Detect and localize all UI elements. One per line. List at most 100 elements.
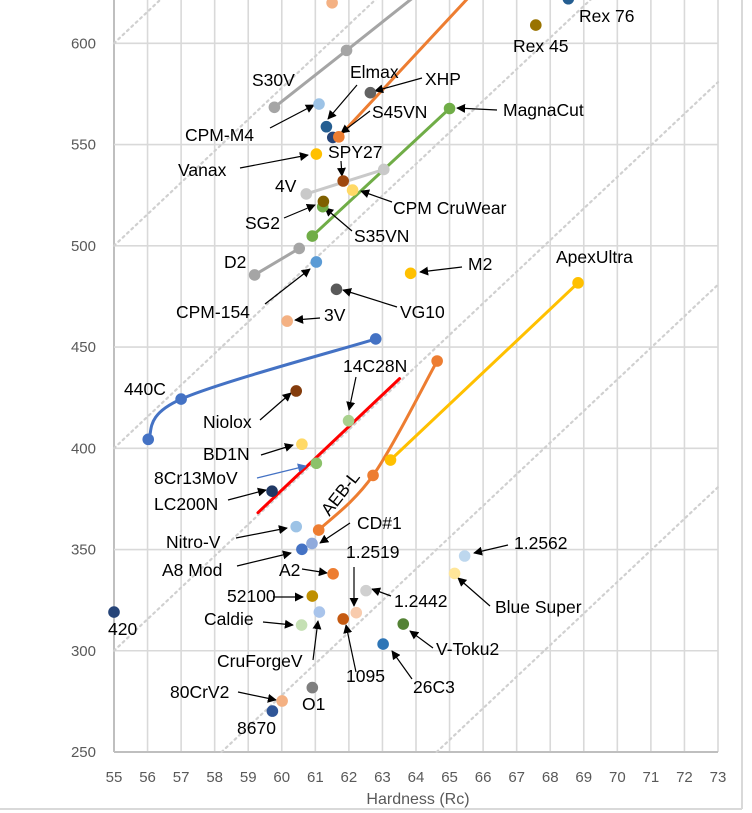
point-label: 1095 [346, 666, 385, 686]
annotation-arrow [360, 189, 393, 203]
y-tick-label: 550 [71, 137, 96, 154]
point-label: CPM CruWear [393, 198, 507, 218]
point-label: A2 [279, 560, 300, 580]
annotation-arrow [227, 487, 267, 501]
x-tick-label: 60 [273, 769, 290, 786]
annotation-arrow [283, 203, 316, 219]
point-label: M2 [468, 254, 492, 274]
x-tick-label: 71 [643, 769, 660, 786]
annotation-arrow [336, 160, 346, 177]
point-labels: Rex 76 Rex 45 S30V CPM-M4 Elmax XHP S45VN Magna… [108, 6, 634, 738]
x-tick-label: 73 [710, 769, 727, 786]
point-label: S30V [252, 70, 295, 90]
point-label: Rex 76 [579, 6, 634, 26]
data-point [306, 590, 319, 602]
annotation-arrow [346, 376, 357, 411]
annotation-arrow [260, 443, 294, 456]
y-tick-label: 600 [71, 35, 96, 52]
point-label: Caldie [204, 609, 254, 629]
point-label: Elmax [350, 62, 399, 82]
data-point [443, 102, 456, 115]
series-line [388, 281, 580, 462]
annotation-arrow [457, 577, 491, 607]
point-label: CruForgeV [217, 651, 303, 671]
data-point [310, 256, 323, 268]
data-point [384, 454, 397, 466]
annotation-arrow [473, 544, 509, 556]
annotation-arrow [324, 207, 353, 232]
annotation-arrow [264, 268, 311, 305]
point-label: Vanax [178, 160, 227, 180]
y-tick-label: 450 [71, 339, 96, 356]
point-label: A8 Mod [162, 560, 222, 580]
data-point [266, 485, 278, 497]
x-tick-label: 61 [307, 769, 324, 786]
data-point [346, 184, 359, 196]
x-tick-label: 63 [374, 769, 391, 786]
point-label: VG10 [400, 302, 445, 322]
point-label: S45VN [372, 102, 427, 122]
data-point [296, 438, 308, 451]
data-point [367, 469, 379, 482]
x-tick-label: 68 [542, 769, 559, 786]
annotation-arrow [374, 77, 423, 94]
data-point [320, 120, 333, 133]
y-tick-label: 300 [71, 643, 96, 660]
point-label: 80CrV2 [170, 682, 229, 702]
point-label: Rex 45 [513, 36, 568, 56]
point-label: ApexUltra [556, 247, 633, 267]
point-label: Blue Super [495, 597, 582, 617]
series-line [146, 337, 378, 441]
annotation-arrow [319, 522, 351, 544]
series-line [256, 377, 402, 515]
data-point [108, 606, 120, 618]
x-tick-label: 55 [106, 769, 123, 786]
data-point [290, 385, 303, 397]
point-label: MagnaCut [503, 100, 584, 120]
data-point [572, 277, 584, 289]
data-point [340, 44, 353, 57]
data-point [310, 457, 323, 470]
point-label: SPY27 [328, 142, 382, 162]
y-axis-ticks: 250 300 350 400 450 500 550 600 [71, 35, 96, 761]
annotation-arrow [340, 110, 371, 134]
point-label: 440C [124, 379, 166, 399]
point-label: 420 [108, 619, 137, 639]
data-point [142, 433, 155, 446]
data-point [276, 695, 288, 707]
data-point [397, 618, 410, 630]
data-point [337, 175, 349, 187]
annotation-arrow [236, 550, 292, 567]
x-tick-label: 59 [240, 769, 257, 786]
point-label: 8670 [237, 718, 276, 738]
data-point [290, 520, 303, 533]
annotation-arrow [343, 624, 357, 673]
data-points [108, 0, 584, 717]
point-label: Nitro-V [166, 532, 221, 552]
annotation-arrow [301, 567, 328, 577]
data-point [342, 414, 355, 427]
point-label: LC200N [154, 494, 218, 514]
data-point [350, 606, 363, 619]
data-point [295, 619, 308, 631]
data-point [330, 283, 343, 296]
data-point [326, 0, 338, 9]
data-point [175, 393, 187, 405]
data-point [333, 131, 345, 143]
data-point [306, 681, 319, 694]
x-tick-label: 57 [173, 769, 190, 786]
point-label: O1 [302, 694, 325, 714]
y-tick-label: 400 [71, 440, 96, 457]
data-point [281, 315, 293, 327]
point-label: BD1N [203, 444, 250, 464]
x-tick-label: 70 [609, 769, 626, 786]
data-point [313, 606, 326, 618]
annotation-arrow [371, 587, 392, 597]
annotation-arrow [312, 620, 322, 661]
point-label: 8Cr13MoV [154, 468, 238, 488]
data-point [248, 269, 261, 281]
point-label: V-Toku2 [436, 639, 499, 659]
annotation-arrow [456, 103, 498, 113]
annotation-arrow [327, 84, 358, 120]
point-label: CPM-154 [176, 302, 250, 322]
